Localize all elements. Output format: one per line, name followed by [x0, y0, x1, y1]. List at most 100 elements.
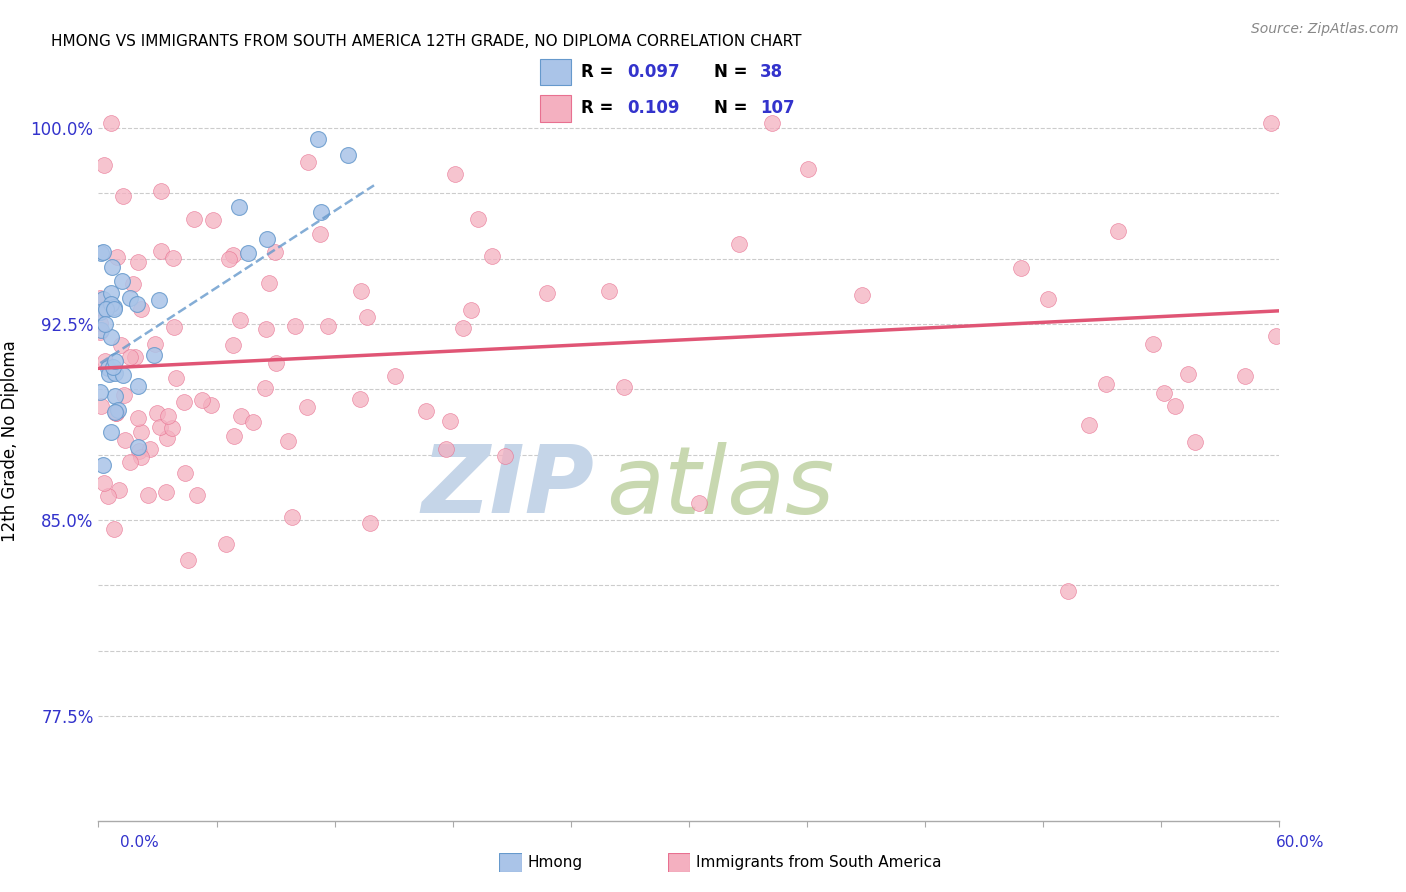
Point	[107, 403, 129, 417]
Point	[127, 255, 149, 269]
Point	[91, 301, 114, 316]
Point	[359, 516, 381, 530]
Point	[257, 276, 280, 290]
Point	[93, 476, 115, 491]
Point	[114, 433, 136, 447]
Point	[155, 485, 177, 500]
Point	[91, 244, 114, 259]
Point	[222, 337, 245, 351]
Text: atlas: atlas	[606, 442, 835, 533]
Point	[100, 285, 122, 300]
Point	[1078, 417, 1101, 432]
Point	[297, 155, 319, 169]
Point	[105, 250, 128, 264]
Text: N =: N =	[714, 100, 747, 118]
Point	[481, 249, 503, 263]
Text: 60.0%: 60.0%	[1277, 836, 1324, 850]
Point	[110, 337, 132, 351]
Point	[103, 522, 125, 536]
Point	[1153, 386, 1175, 401]
Point	[202, 213, 225, 227]
Point	[224, 429, 246, 443]
Point	[104, 366, 127, 380]
Point	[143, 336, 166, 351]
Point	[122, 277, 145, 291]
Point	[467, 212, 489, 227]
Point	[104, 389, 127, 403]
Y-axis label: 12th Grade, No Diploma: 12th Grade, No Diploma	[1, 341, 20, 542]
Point	[111, 274, 134, 288]
Point	[100, 260, 122, 274]
Point	[89, 316, 111, 330]
Point	[222, 248, 245, 262]
Point	[96, 489, 118, 503]
Point	[1036, 292, 1059, 306]
Point	[162, 251, 184, 265]
Point	[1264, 329, 1286, 343]
Point	[103, 300, 125, 314]
Point	[149, 244, 172, 258]
Point	[91, 292, 114, 306]
Point	[100, 425, 122, 439]
Point	[89, 384, 111, 399]
Text: N =: N =	[714, 63, 747, 81]
Point	[156, 430, 179, 444]
Point	[104, 406, 127, 420]
Point	[127, 411, 149, 425]
Point	[1095, 377, 1118, 392]
Point	[688, 496, 710, 510]
Text: Hmong: Hmong	[527, 855, 582, 870]
Point	[89, 325, 111, 339]
Point	[129, 302, 152, 317]
Point	[415, 404, 437, 418]
Point	[89, 304, 111, 318]
Point	[89, 291, 111, 305]
Point	[100, 329, 122, 343]
Point	[236, 245, 259, 260]
Point	[94, 317, 117, 331]
Point	[264, 245, 287, 260]
Point	[148, 293, 170, 308]
Point	[254, 381, 277, 395]
Text: 0.0%: 0.0%	[120, 836, 159, 850]
Point	[125, 297, 148, 311]
Bar	[540, 95, 571, 122]
Point	[318, 319, 340, 334]
Point	[136, 488, 159, 502]
Point	[1010, 260, 1032, 275]
Point	[100, 115, 122, 129]
Point	[139, 442, 162, 456]
Point	[90, 399, 112, 413]
Point	[256, 232, 278, 246]
Point	[453, 320, 475, 334]
Text: 38: 38	[761, 63, 783, 81]
Point	[112, 388, 135, 402]
Point	[264, 356, 287, 370]
Point	[728, 237, 751, 252]
Point	[295, 401, 318, 415]
Point	[160, 421, 183, 435]
Point	[103, 360, 125, 375]
Point	[1107, 224, 1129, 238]
Point	[94, 301, 117, 316]
Point	[796, 162, 818, 177]
Point	[173, 466, 195, 480]
Point	[120, 455, 142, 469]
Point	[191, 393, 214, 408]
Point	[444, 167, 467, 181]
Point	[118, 350, 141, 364]
Point	[228, 201, 250, 215]
Point	[1260, 115, 1282, 129]
Point	[149, 420, 172, 434]
Point	[1184, 434, 1206, 449]
Point	[111, 189, 134, 203]
Point	[127, 379, 149, 393]
Point	[598, 285, 620, 299]
Point	[104, 406, 127, 420]
Point	[228, 313, 250, 327]
Point	[145, 406, 167, 420]
Point	[149, 185, 172, 199]
Point	[103, 302, 125, 317]
Point	[129, 425, 152, 439]
Point	[384, 369, 406, 384]
